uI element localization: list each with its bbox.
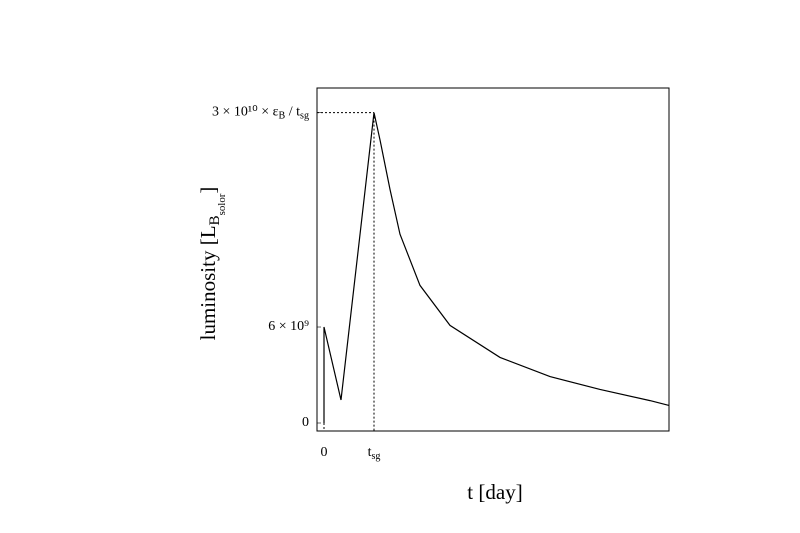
y-tick-label: 3 × 10¹⁰ × ε_B / t_sg xyxy=(212,105,309,122)
plot-frame xyxy=(316,87,670,432)
x-axis-label: t [day] xyxy=(467,480,522,504)
y-tick-label: 0 xyxy=(302,415,309,430)
x-tick-label: 0 xyxy=(321,445,328,460)
x-tick-label: t_sg xyxy=(368,445,381,462)
line-series xyxy=(323,112,670,424)
y-tick-label: 6 × 10⁹ xyxy=(268,319,309,334)
y-axis-label: luminosity [L_B_solor] xyxy=(196,187,227,341)
